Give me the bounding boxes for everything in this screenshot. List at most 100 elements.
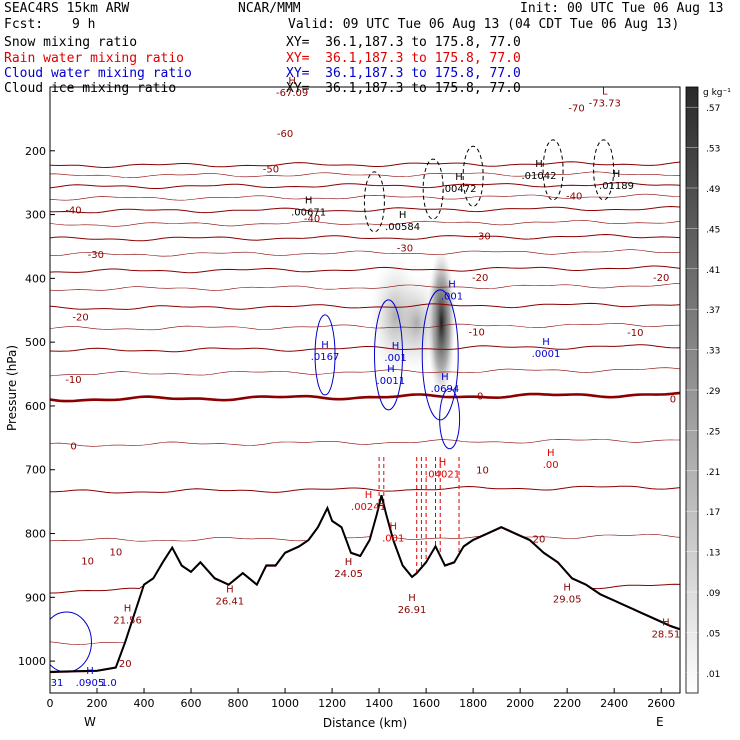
extremum-value: 24.05 <box>334 569 363 580</box>
extremum-mark: H <box>439 458 447 469</box>
extremum-value: .04021 <box>425 470 460 481</box>
extremum-value: -73.73 <box>589 98 621 109</box>
colorbar-label: .33 <box>706 347 720 357</box>
temperature-contour <box>50 161 680 169</box>
fcst-label: Fcst: <box>4 17 44 32</box>
extremum-mark: H <box>547 448 555 459</box>
cloud-water-contour <box>50 611 92 673</box>
extremum-value: .0694 <box>431 384 460 395</box>
temperature-contour <box>50 391 680 403</box>
fcst-value: 9 h <box>72 17 96 32</box>
contour-label: -30 <box>88 250 104 261</box>
xy-rain: XY= 36.1,187.3 to 175.8, 77.0 <box>286 51 521 66</box>
x-tick-label: 0 <box>47 697 54 710</box>
extremum-value: .00472 <box>442 184 477 195</box>
temperature-contour <box>50 344 680 353</box>
contour-label: -30 <box>397 244 413 255</box>
colorbar-unit: g kg⁻¹ <box>703 88 731 98</box>
extremum-mark: H <box>613 169 621 180</box>
x-tick-label: 2000 <box>506 697 534 710</box>
extremum-value: 29.05 <box>553 595 582 606</box>
y-axis-label: Pressure (hPa) <box>5 345 19 431</box>
extremum-mark: H <box>124 604 132 615</box>
extremum-value: 28.51 <box>652 630 681 641</box>
extremum-mark: H <box>448 280 456 291</box>
ice-shading-core <box>427 248 456 399</box>
y-tick-label: 500 <box>25 336 46 349</box>
field-cloud-water: Cloud water mixing ratio <box>4 66 192 81</box>
colorbar-label: .49 <box>706 185 721 195</box>
extremum-value: .00 <box>543 460 559 471</box>
temperature-contour <box>50 505 680 674</box>
contour-label: 10 <box>81 556 94 567</box>
extremum-value: .00671 <box>291 207 326 218</box>
extremum-mark: H <box>441 372 449 383</box>
extremum-mark: H <box>563 583 571 594</box>
x-tick-label: 1800 <box>459 697 487 710</box>
x-tick-label: 800 <box>228 697 249 710</box>
org-label: NCAR/MMM <box>238 1 301 16</box>
y-tick-label: 300 <box>25 209 46 222</box>
contour-label: 20 <box>533 535 546 546</box>
extremum-value: 26.41 <box>216 597 245 608</box>
extremum-value: .001 <box>384 353 406 364</box>
y-tick-label: 1000 <box>18 655 46 668</box>
extremum-mark: H <box>389 521 397 532</box>
x-tick-label: 600 <box>181 697 202 710</box>
extremum-value: .01042 <box>521 171 556 182</box>
colorbar: g kg⁻¹ .01 .05 .09 .13 .17 .21 .25 .29 .33 .37 .41… <box>685 86 731 694</box>
extremum-value: 26.91 <box>398 605 427 616</box>
model-title: SEAC4RS 15km ARW <box>4 1 130 16</box>
extremum-value: .0011 <box>377 376 406 387</box>
colorbar-label: .57 <box>706 104 720 114</box>
extremum-mark: H <box>365 490 373 501</box>
ice-shading-mid <box>392 273 441 374</box>
extremum-mark: H <box>345 557 353 568</box>
contour-label: -10 <box>65 375 81 386</box>
contour-label: -40 <box>65 205 81 216</box>
extremum-mark: H <box>387 364 395 375</box>
x-axis-label: Distance (km) <box>323 716 407 730</box>
extremum-value: .00241 <box>351 502 386 513</box>
colorbar-label: .09 <box>706 589 721 599</box>
snow-contour <box>593 139 615 201</box>
temperature-contour <box>50 182 680 189</box>
temperature-contour <box>50 283 680 291</box>
snow-contour <box>422 158 444 220</box>
x-tick-label: 200 <box>87 697 108 710</box>
temperature-contour <box>50 233 680 242</box>
cloud-water-contour <box>439 388 461 450</box>
xy-cloud-ice: XY= 36.1,187.3 to 175.8, 77.0 <box>286 81 521 96</box>
terrain-line <box>50 495 680 673</box>
contour-label: 0 <box>70 441 76 452</box>
extremum-value: 31 <box>51 678 64 689</box>
x-tick-label: 2400 <box>600 697 628 710</box>
temperature-contour <box>50 505 680 645</box>
contour-label: -70 <box>568 103 584 114</box>
contour-label: 20 <box>119 659 132 670</box>
extremum-mark: H <box>305 195 313 206</box>
temperature-contour <box>50 438 680 447</box>
y-tick-label: 200 <box>25 145 46 158</box>
colorbar-label: .21 <box>706 468 720 478</box>
contour-label: -10 <box>627 328 643 339</box>
endpoint-east: E <box>656 715 664 729</box>
colorbar-label: .25 <box>706 427 720 437</box>
contour-label: -10 <box>468 327 484 338</box>
temperature-contour <box>50 249 680 257</box>
field-snow: Snow mixing ratio <box>4 35 138 50</box>
y-tick-label: 700 <box>25 464 46 477</box>
extremum-value: .0167 <box>311 352 340 363</box>
extremum-mark: H <box>542 337 550 348</box>
x-tick-label: 1200 <box>318 697 346 710</box>
contour-label: 10 <box>476 466 489 477</box>
x-tick-label: 2200 <box>553 697 581 710</box>
contour-label: -40 <box>304 214 320 225</box>
temperature-contour <box>50 485 680 494</box>
extremum-mark: H <box>399 210 407 221</box>
extremum-value: .0905 <box>76 678 105 689</box>
contour-label: 10 <box>109 547 122 558</box>
cloud-water-contour <box>374 299 404 411</box>
xy-snow: XY= 36.1,187.3 to 175.8, 77.0 <box>286 35 521 50</box>
